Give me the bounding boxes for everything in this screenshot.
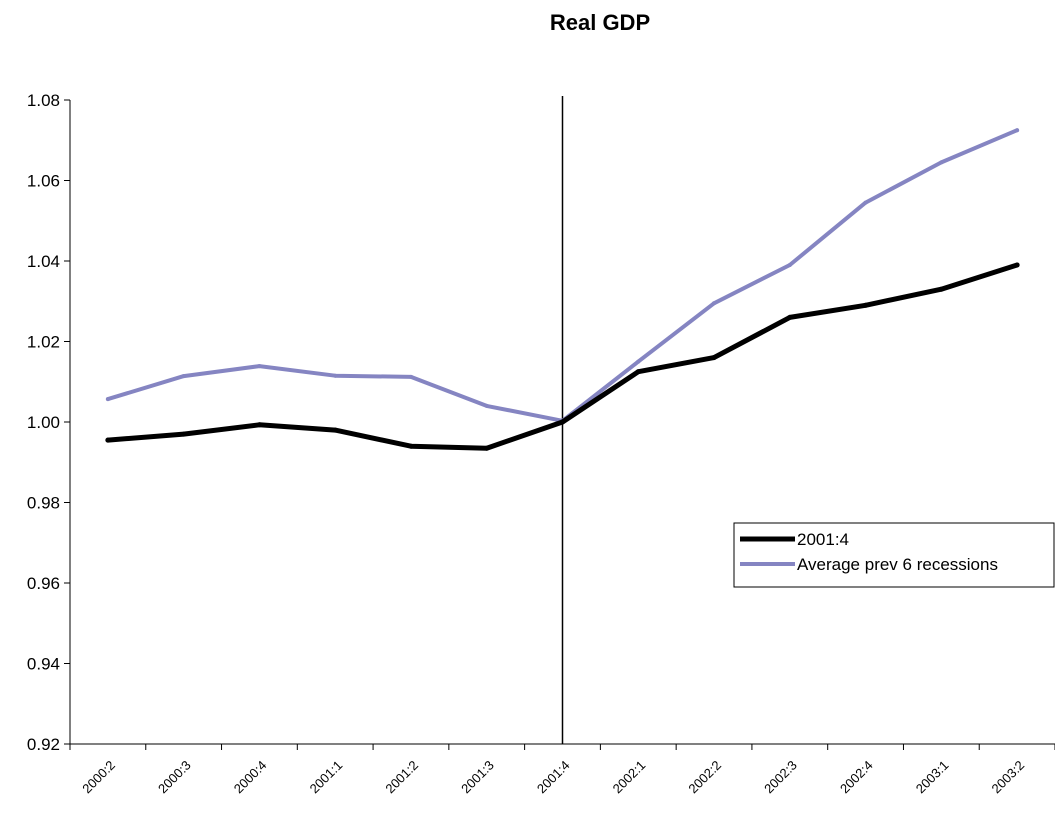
chart-title: Real GDP: [549, 10, 651, 35]
legend: 2001:4 Average prev 6 recessions: [733, 522, 1055, 588]
series-point: [105, 397, 110, 402]
y-tick-label: 1.06: [27, 172, 60, 191]
x-tick-label: 2002:2: [685, 758, 724, 797]
series-point: [105, 437, 111, 443]
x-axis: 2000:2 2000:3 2000:4 2001:1 2001:2 2001:3 2001…: [69, 743, 1055, 797]
y-tick-label: 0.92: [27, 735, 60, 754]
y-tick-label: 1.02: [27, 333, 60, 352]
x-tick-label: 2003:2: [989, 758, 1028, 797]
y-axis: 0.92 0.94 0.96 0.98 1.00 1.02 1.04 1.06 1.08: [27, 91, 71, 754]
series-point: [635, 369, 641, 375]
x-tick-label: 2001:2: [382, 758, 421, 797]
series-point: [181, 374, 186, 379]
legend-label: Average prev 6 recessions: [797, 555, 998, 574]
y-tick-label: 0.98: [27, 494, 60, 513]
x-tick-label: 2000:2: [79, 758, 118, 797]
series-point: [712, 301, 716, 306]
y-tick-label: 1.00: [27, 413, 60, 432]
x-tick-label: 2001:4: [534, 758, 573, 797]
series-point: [333, 373, 338, 378]
series-point: [409, 374, 413, 379]
x-tick-label: 2003:1: [913, 758, 952, 797]
legend-box: [733, 522, 1055, 588]
y-tick-label: 1.04: [27, 252, 60, 271]
y-tick-label: 0.94: [27, 655, 60, 674]
series-point: [181, 431, 187, 437]
series-point: [257, 364, 262, 369]
x-tick-label: 2000:3: [155, 758, 194, 797]
x-tick-label: 2000:4: [231, 758, 270, 797]
x-tick-label: 2002:3: [761, 758, 800, 797]
x-tick-label: 2001:1: [307, 758, 346, 797]
legend-label: 2001:4: [797, 530, 849, 549]
series-point: [711, 355, 717, 361]
series-point: [484, 403, 489, 408]
series-point: [332, 427, 338, 433]
series-layer: [105, 128, 1020, 451]
series-point: [787, 314, 793, 320]
series-point: [1015, 128, 1020, 133]
y-tick-label: 1.08: [27, 91, 60, 110]
series-point: [1014, 262, 1020, 268]
series-point: [256, 422, 262, 428]
y-tick-label: 0.96: [27, 574, 60, 593]
x-tick-label: 2001:3: [458, 758, 497, 797]
series-point: [408, 443, 414, 449]
series-point: [863, 302, 869, 308]
series-point: [938, 286, 944, 292]
series-point: [939, 160, 944, 165]
x-tick-label: 2002:4: [837, 758, 876, 797]
series-point: [787, 263, 792, 267]
series-point: [636, 359, 641, 364]
series-point: [560, 419, 565, 425]
series-point: [484, 445, 490, 451]
series-point: [863, 200, 868, 205]
x-tick-label: 2002:1: [610, 758, 649, 797]
